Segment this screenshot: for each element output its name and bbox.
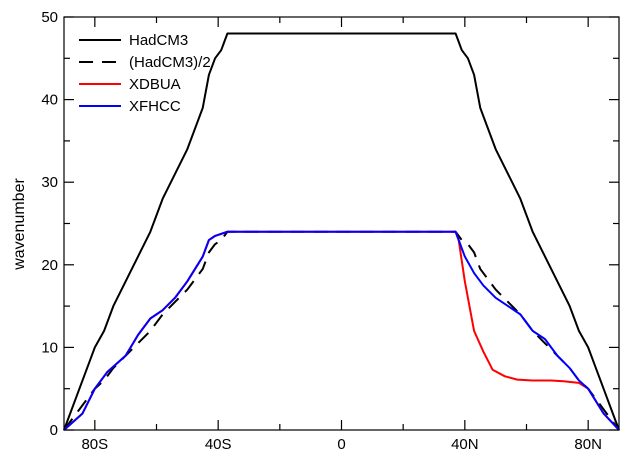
y-tick-label: 30	[41, 174, 58, 191]
legend: HadCM3 (HadCM3)/2 XDBUA XFHCC	[79, 32, 211, 115]
series-line-2	[63, 230, 620, 431]
y-tick-label: 50	[41, 9, 58, 26]
axes: 80S 40S 0 40N 80N 0 10 20 30 40 50	[41, 9, 619, 453]
x-tick-label: 80N	[574, 436, 602, 453]
legend-label-1: (HadCM3)/2	[129, 54, 211, 71]
y-tick-label: 20	[41, 257, 58, 274]
x-tick-label: 0	[337, 436, 345, 453]
y-tick-label: 40	[41, 92, 58, 109]
x-tick-label: 40N	[451, 436, 479, 453]
legend-label-0: HadCM3	[129, 32, 188, 49]
series-line-1	[63, 230, 620, 431]
plot-series	[63, 32, 620, 431]
series-line-3	[63, 230, 620, 431]
legend-label-3: XFHCC	[129, 98, 181, 115]
y-tick-label: 0	[50, 422, 58, 439]
x-tick-label: 40S	[205, 436, 232, 453]
legend-label-2: XDBUA	[129, 76, 181, 93]
y-tick-label: 10	[41, 339, 58, 356]
x-tick-label: 80S	[81, 436, 108, 453]
series-line-0	[63, 32, 620, 431]
y-axis-label: wavenumber	[11, 178, 28, 271]
